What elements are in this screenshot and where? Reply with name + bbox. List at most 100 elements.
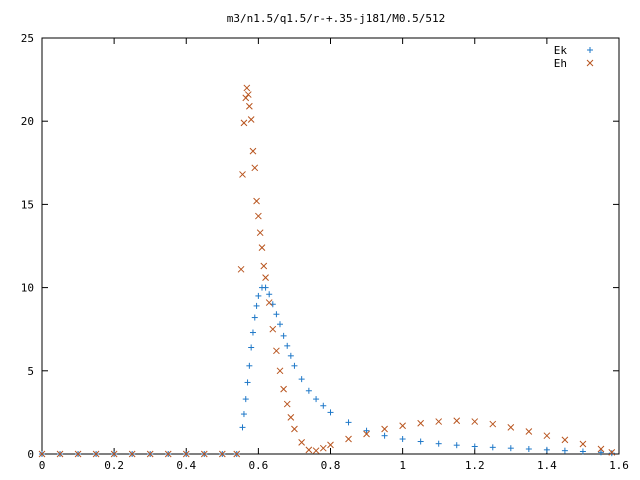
legend-label-eh: Eh — [554, 57, 567, 70]
plot-frame — [41, 37, 620, 455]
data-point-eh — [262, 274, 269, 281]
chart-title: m3/n1.5/q1.5/r-+.35-j181/M0.5/512 — [227, 12, 446, 25]
data-point-ek — [244, 379, 251, 386]
data-point-ek — [262, 284, 269, 291]
series-ek — [39, 284, 615, 457]
data-point-ek — [579, 448, 586, 455]
data-point-eh — [597, 445, 605, 453]
data-point-eh — [255, 212, 262, 220]
data-point-ek — [298, 376, 305, 383]
data-point-eh — [38, 450, 46, 458]
data-point-eh — [543, 432, 551, 440]
data-point-eh — [253, 197, 260, 205]
series-layer — [38, 84, 616, 458]
data-point-ek — [489, 444, 496, 451]
data-point-ek — [417, 438, 424, 445]
y-tick-label: 0 — [27, 448, 34, 461]
data-point-ek — [399, 436, 406, 443]
legend-marker-ek — [587, 47, 593, 53]
data-point-eh — [276, 367, 284, 375]
data-point-ek — [248, 344, 255, 351]
data-point-ek — [561, 447, 568, 454]
data-point-eh — [233, 450, 241, 458]
data-point-ek — [287, 352, 294, 359]
y-axis: 0 5 10 15 20 25 — [21, 32, 619, 461]
data-point-ek — [471, 443, 478, 450]
data-point-eh — [399, 422, 406, 430]
data-point-eh — [319, 444, 327, 452]
data-point-eh — [146, 450, 154, 458]
data-point-eh — [242, 94, 250, 102]
series-eh — [38, 84, 616, 458]
data-point-ek — [280, 332, 287, 339]
data-point-ek — [453, 442, 460, 449]
x-tick-label: 0.2 — [104, 459, 124, 472]
data-point-eh — [579, 440, 587, 448]
x-tick-label: 0.6 — [248, 459, 268, 472]
data-point-eh — [525, 428, 533, 435]
data-point-ek — [597, 449, 604, 456]
data-point-ek — [266, 291, 273, 298]
x-tick-label: 1.4 — [537, 459, 557, 472]
data-point-ek — [277, 321, 284, 328]
data-point-ek — [363, 427, 370, 434]
data-point-eh — [244, 91, 252, 98]
data-point-eh — [363, 430, 370, 438]
data-point-eh — [507, 424, 515, 431]
data-point-ek — [381, 432, 388, 439]
data-point-eh — [273, 347, 280, 355]
data-point-ek — [543, 446, 550, 453]
y-tick-label: 10 — [21, 282, 34, 295]
data-point-eh — [74, 450, 82, 458]
data-point-ek — [253, 302, 260, 309]
data-point-eh — [453, 417, 461, 425]
data-point-eh — [164, 450, 172, 458]
x-axis: 0 0.2 0.4 0.6 0.8 1 1.2 1.4 1.6 — [39, 38, 629, 472]
data-point-ek — [305, 387, 312, 394]
data-point-eh — [247, 116, 255, 123]
data-point-eh — [435, 418, 443, 425]
data-point-eh — [312, 447, 320, 455]
data-point-eh — [291, 425, 298, 433]
data-point-eh — [269, 325, 277, 333]
data-point-eh — [305, 446, 313, 454]
data-point-ek — [507, 445, 514, 452]
data-point-eh — [608, 448, 616, 456]
x-tick-label: 0.4 — [176, 459, 196, 472]
data-point-eh — [260, 262, 268, 270]
x-tick-label: 0.8 — [321, 459, 341, 472]
data-point-eh — [56, 450, 64, 458]
data-point-eh — [243, 84, 251, 92]
data-point-ek — [251, 314, 258, 321]
data-point-ek — [320, 402, 327, 409]
data-point-eh — [381, 425, 388, 433]
data-point-eh — [237, 265, 245, 273]
data-point-eh — [110, 450, 118, 458]
data-point-eh — [561, 436, 569, 444]
data-point-ek — [327, 409, 334, 416]
data-point-ek — [239, 424, 246, 431]
data-point-eh — [218, 450, 226, 458]
data-point-eh — [345, 435, 352, 443]
data-point-ek — [525, 446, 532, 453]
data-point-eh — [327, 441, 334, 449]
data-point-ek — [345, 419, 352, 426]
data-point-ek — [291, 362, 298, 369]
legend-marker-eh — [586, 59, 594, 67]
data-point-eh — [239, 171, 246, 178]
x-tick-label: 1.6 — [609, 459, 629, 472]
data-point-eh — [265, 299, 273, 306]
data-point-eh — [200, 450, 208, 458]
y-tick-label: 15 — [21, 198, 34, 211]
data-point-eh — [249, 147, 257, 155]
data-point-eh — [489, 420, 497, 428]
x-tick-label: 0 — [39, 459, 46, 472]
data-point-ek — [242, 396, 249, 403]
data-point-eh — [251, 164, 259, 172]
data-point-eh — [298, 438, 306, 446]
data-point-eh — [246, 102, 253, 110]
data-point-ek — [273, 311, 280, 318]
legend-label-ek: Ek — [554, 44, 568, 57]
data-point-ek — [249, 329, 256, 336]
